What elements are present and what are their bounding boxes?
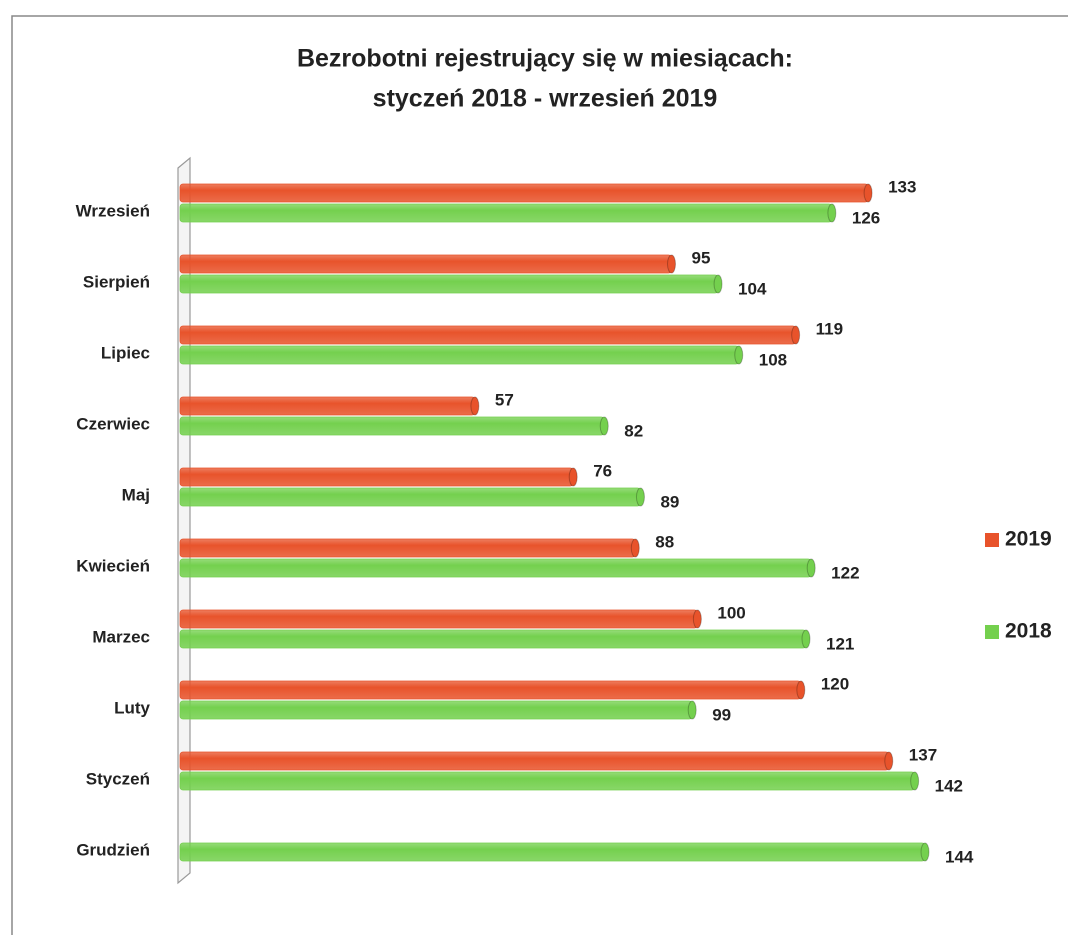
data-label: 82 <box>624 421 643 440</box>
bar-cap <box>568 467 578 487</box>
bar <box>179 274 719 294</box>
data-label: 144 <box>945 847 974 866</box>
legend-swatch <box>985 533 999 547</box>
legend-label: 2019 <box>1005 528 1052 551</box>
bar <box>179 538 636 558</box>
bar-cap <box>806 558 816 578</box>
y-tick-label: Grudzień <box>76 840 150 859</box>
bar <box>179 183 869 203</box>
bar-cap <box>791 325 801 345</box>
data-label: 133 <box>888 177 916 196</box>
bar-cap <box>692 609 702 629</box>
bar <box>179 487 641 507</box>
y-tick-label: Luty <box>114 698 150 717</box>
bar-cap <box>713 274 723 294</box>
bar-cap <box>863 183 873 203</box>
bar <box>179 203 833 223</box>
y-tick-label: Wrzesień <box>76 201 150 220</box>
data-label: 76 <box>593 461 612 480</box>
data-label: 126 <box>852 208 880 227</box>
chart-title: Bezrobotni rejestrujący się w miesiącach… <box>297 45 793 73</box>
data-label: 108 <box>759 350 787 369</box>
bar-cap <box>801 629 811 649</box>
bar <box>179 325 797 345</box>
data-label: 89 <box>660 492 679 511</box>
bar-cap <box>630 538 640 558</box>
data-label: 122 <box>831 563 859 582</box>
bar-cap <box>827 203 837 223</box>
bar-cap <box>796 680 806 700</box>
data-label: 99 <box>712 705 731 724</box>
bar-cap <box>910 771 920 791</box>
data-label: 104 <box>738 279 767 298</box>
legend-swatch <box>985 625 999 639</box>
bar-cap <box>470 396 480 416</box>
data-label: 119 <box>816 319 843 338</box>
data-label: 100 <box>717 603 745 622</box>
bar-cap <box>687 700 697 720</box>
chart-subtitle: styczeń 2018 - wrzesień 2019 <box>373 85 718 113</box>
data-label: 88 <box>655 532 674 551</box>
bar <box>179 396 476 416</box>
data-label: 121 <box>826 634 854 653</box>
y-tick-label: Czerwiec <box>76 414 150 433</box>
y-tick-label: Kwiecień <box>76 556 150 575</box>
bar <box>179 700 693 720</box>
bar-cap <box>666 254 676 274</box>
data-label: 120 <box>821 674 849 693</box>
bar <box>179 467 574 487</box>
bar-cap <box>920 842 930 862</box>
bar <box>179 609 698 629</box>
y-tick-label: Marzec <box>92 627 150 646</box>
data-label: 137 <box>909 745 937 764</box>
data-label: 57 <box>495 390 514 409</box>
data-label: 95 <box>691 248 710 267</box>
y-tick-label: Lipiec <box>101 343 150 362</box>
bar-cap <box>635 487 645 507</box>
bar <box>179 842 926 862</box>
bar <box>179 629 807 649</box>
bar <box>179 558 812 578</box>
data-label: 142 <box>935 776 963 795</box>
legend-label: 2018 <box>1005 620 1052 643</box>
bar-cap <box>599 416 609 436</box>
y-tick-label: Maj <box>122 485 150 504</box>
bar <box>179 345 740 365</box>
y-tick-label: Styczeń <box>86 769 150 788</box>
bar-cap <box>884 751 894 771</box>
bar <box>179 751 890 771</box>
bar-cap <box>734 345 744 365</box>
bar <box>179 416 605 436</box>
chart-frame <box>11 15 1068 935</box>
bar <box>179 680 802 700</box>
y-tick-label: Sierpień <box>83 272 150 291</box>
bar <box>179 254 672 274</box>
bar <box>179 771 916 791</box>
